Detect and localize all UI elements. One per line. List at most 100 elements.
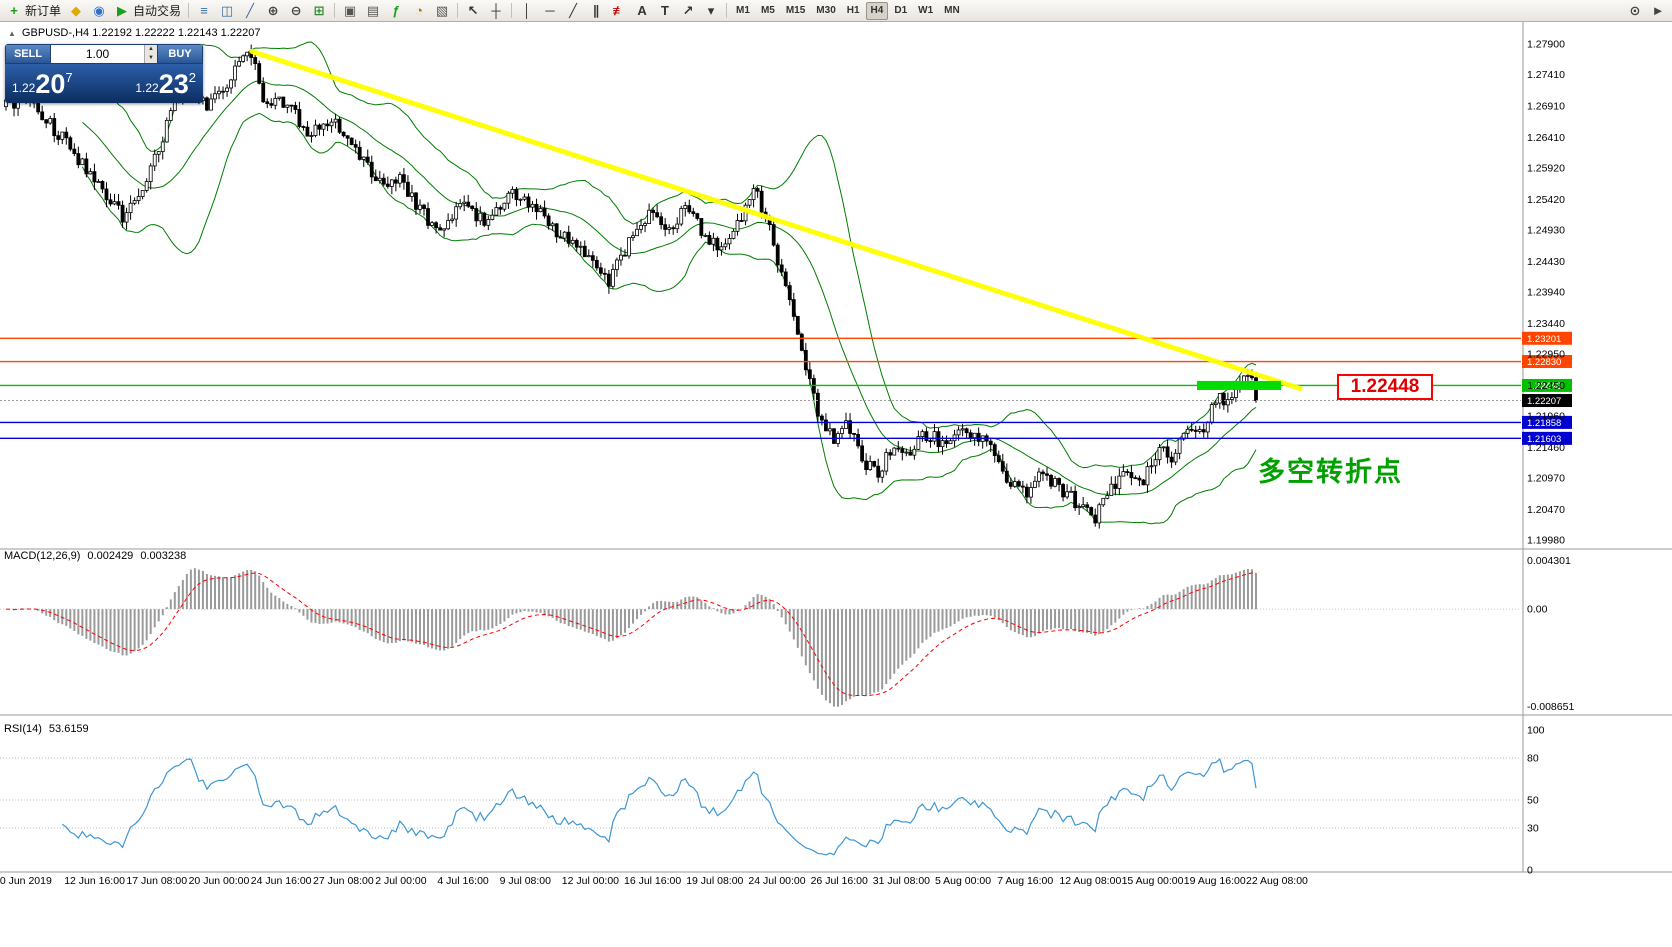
svg-text:31 Jul 08:00: 31 Jul 08:00 (873, 875, 930, 887)
cascade-windows-button[interactable]: ▣ (339, 1, 361, 21)
rsi-name: RSI(14) (4, 723, 42, 735)
svg-text:50: 50 (1527, 795, 1539, 807)
channel-button[interactable]: ∥ (585, 1, 607, 21)
svg-text:0.00: 0.00 (1527, 604, 1548, 616)
svg-text:0: 0 (1527, 865, 1533, 877)
cascade-icon: ▣ (343, 2, 357, 18)
svg-text:1.24930: 1.24930 (1527, 225, 1565, 237)
horizontal-line-button[interactable]: ─ (539, 1, 561, 21)
text-icon: A (637, 2, 647, 18)
search-button[interactable]: ⊙ (1624, 1, 1646, 21)
svg-text:1.21858: 1.21858 (1527, 418, 1561, 429)
svg-text:1.23440: 1.23440 (1527, 318, 1565, 330)
sell-button[interactable]: SELL (5, 44, 51, 64)
timeframe-button-m1[interactable]: M1 (736, 5, 750, 16)
fibonacci-icon: ≢ (612, 2, 626, 18)
toolbar-separator (334, 3, 336, 18)
main-chart-canvas[interactable]: 1.232011.228301.224481.218581.216031.222… (0, 22, 1672, 947)
new-order-button[interactable]: + 新订单 (3, 1, 64, 21)
vertical-line-icon: │ (522, 2, 532, 18)
svg-text:12 Aug 08:00: 12 Aug 08:00 (1059, 875, 1121, 887)
auto-trading-button-label: 自动交易 (133, 4, 182, 18)
buy-button[interactable]: BUY (157, 44, 203, 64)
buy-price-sup: 2 (188, 69, 196, 85)
toolbar-separator (511, 3, 513, 18)
svg-text:17 Jun 08:00: 17 Jun 08:00 (126, 875, 187, 887)
svg-text:1.22450: 1.22450 (1527, 380, 1565, 392)
channel-icon: ∥ (592, 2, 600, 18)
svg-text:16 Jul 16:00: 16 Jul 16:00 (624, 875, 681, 887)
svg-text:15 Aug 00:00: 15 Aug 00:00 (1122, 875, 1184, 887)
volume-up-button[interactable]: ▲ (148, 46, 154, 52)
indicators-button[interactable]: ƒ (385, 1, 407, 21)
chevron-right-icon: ► (1651, 2, 1665, 18)
svg-text:2 Jul 00:00: 2 Jul 00:00 (375, 875, 427, 887)
price-annotation-box: 1.22448 (1337, 374, 1433, 400)
volume-input[interactable]: 1.00 (85, 47, 110, 61)
zoom-in-button[interactable]: ⊕ (262, 1, 284, 21)
macd-label: MACD(12,26,9) 0.002429 0.003238 (4, 550, 186, 562)
buy-price-prefix: 1.22 (135, 80, 159, 95)
fibonacci-button[interactable]: ≢ (608, 1, 630, 21)
main-toolbar: + 新订单 ◆ ◉ ▶ 自动交易 ≡ ◫ ╱ ⊕ ⊖ ⊞ ▣ ▤ ƒ ◔ ▧ ↖ ┼ │ ─ ╱ ∥ ≢ A T ↗ ▾ M1 M5 M15… (0, 0, 1672, 22)
svg-text:80: 80 (1527, 753, 1539, 765)
rsi-value: 53.6159 (48, 723, 89, 735)
toolbar-separator (188, 3, 190, 18)
bars-chart-icon: ≡ (200, 2, 208, 18)
timeframe-button-h4[interactable]: H4 (865, 1, 889, 20)
sell-price-prefix: 1.22 (12, 80, 36, 95)
svg-text:7 Aug 16:00: 7 Aug 16:00 (997, 875, 1053, 887)
svg-text:4 Jul 16:00: 4 Jul 16:00 (437, 875, 489, 887)
line-chart-button[interactable]: ╱ (239, 1, 261, 21)
zoom-out-icon: ⊖ (290, 2, 302, 18)
timeframe-button-m5[interactable]: M5 (760, 5, 775, 16)
arrange-windows-button[interactable]: ▤ (362, 1, 384, 21)
svg-text:1.20470: 1.20470 (1527, 504, 1565, 516)
timeframe-button-m15[interactable]: M15 (785, 5, 806, 16)
svg-text:1.27900: 1.27900 (1527, 39, 1565, 51)
one-click-trading-panel: SELL 1.00 ▲ ▼ BUY 1.22 20 7 1.22 23 2 (5, 44, 203, 103)
svg-text:19 Aug 16:00: 19 Aug 16:00 (1184, 875, 1246, 887)
text-button[interactable]: A (631, 1, 653, 21)
arrows-button[interactable]: ↗ (677, 1, 699, 21)
svg-text:1.22950: 1.22950 (1527, 349, 1565, 361)
turning-point-note: 多空转折点 (1258, 457, 1403, 487)
timeframe-button-mn[interactable]: MN (944, 5, 960, 16)
timeframe-button-d1[interactable]: D1 (894, 5, 908, 16)
crosshair-button[interactable]: ┼ (485, 1, 507, 21)
svg-text:26 Jul 16:00: 26 Jul 16:00 (811, 875, 868, 887)
chart-profile-button[interactable]: ◆ (65, 1, 87, 21)
volume-down-button[interactable]: ▼ (148, 55, 154, 61)
text-label-icon: T (661, 2, 669, 18)
bars-chart-button[interactable]: ≡ (193, 1, 215, 21)
svg-text:24 Jun 16:00: 24 Jun 16:00 (251, 875, 312, 887)
svg-text:24 Jul 00:00: 24 Jul 00:00 (748, 875, 805, 887)
one-click-collapse-arrow[interactable]: ▲ (8, 28, 16, 38)
svg-text:30: 30 (1527, 823, 1539, 835)
cycles-button[interactable]: ◔ (408, 1, 430, 21)
text-label-button[interactable]: T (654, 1, 676, 21)
timeframe-button-m30[interactable]: M30 (816, 5, 836, 16)
svg-text:1.21603: 1.21603 (1527, 434, 1561, 445)
shapes-dropdown-button[interactable]: ▾ (700, 1, 722, 21)
search-icon: ⊙ (1629, 2, 1641, 18)
auto-trading-button[interactable]: ▶ 自动交易 (111, 1, 184, 21)
tile-windows-button[interactable]: ⊞ (308, 1, 330, 21)
volume-stepper: ▲ ▼ (144, 45, 157, 63)
community-button[interactable]: ◉ (88, 1, 110, 21)
community-icon: ◉ (93, 2, 105, 18)
zoom-out-button[interactable]: ⊖ (285, 1, 307, 21)
trendline-button[interactable]: ╱ (562, 1, 584, 21)
new-order-button-label: 新订单 (25, 4, 62, 18)
candlestick-chart-button[interactable]: ◫ (216, 1, 238, 21)
timeframe-button-w1[interactable]: W1 (918, 5, 934, 16)
buy-price: 1.22 23 2 (135, 69, 196, 99)
quick-nav-button[interactable]: ► (1647, 1, 1669, 21)
vertical-line-button[interactable]: │ (516, 1, 538, 21)
cursor-button[interactable]: ↖ (462, 1, 484, 21)
timeframe-button-h1[interactable]: H1 (846, 5, 860, 16)
templates-button[interactable]: ▧ (431, 1, 453, 21)
chevron-down-icon: ▾ (707, 2, 715, 18)
bid-ask-display: 1.22 20 7 1.22 23 2 (5, 64, 203, 103)
